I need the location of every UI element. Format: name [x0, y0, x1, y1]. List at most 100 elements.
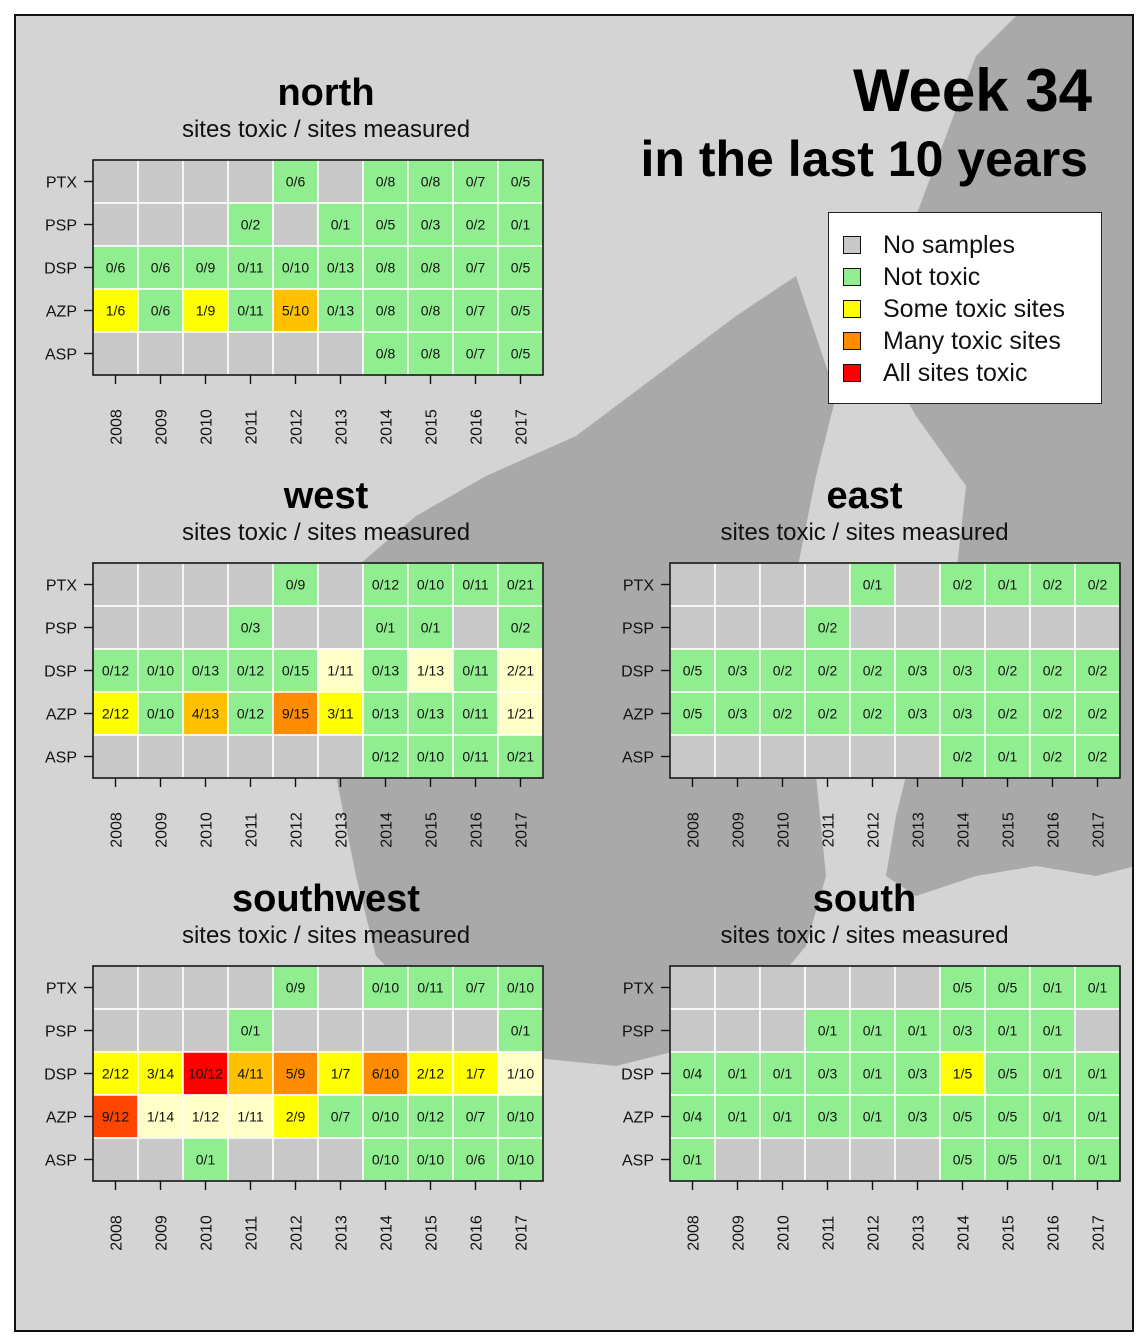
heatmap-cell	[317, 691, 364, 736]
y-tick-label: AZP	[623, 1110, 654, 1127]
cell-label: 3/14	[147, 1066, 174, 1082]
legend-swatch	[843, 236, 861, 254]
heatmap-cell	[452, 1094, 499, 1139]
heatmap-cell	[227, 245, 274, 290]
x-tick-label: 2013	[334, 1215, 351, 1251]
cell-label: 0/9	[286, 980, 306, 996]
heatmap-east: 0/1 0/2 0/1 0/2 0/2 0/2 0/5 0/3 0/2 0/2 0/2 0/3 0/3 0…	[621, 562, 1121, 848]
heatmap-cell	[407, 691, 454, 736]
heatmap-cell	[714, 965, 761, 1010]
cell-label: 0/1	[728, 1109, 748, 1125]
x-tick-label: 2015	[424, 812, 441, 848]
cell-label: 0/7	[466, 980, 486, 996]
heatmap-cell	[714, 691, 761, 736]
cell-label: 0/1	[818, 1023, 838, 1039]
cell-label: 0/3	[241, 620, 261, 636]
y-tick-label: PSP	[622, 1024, 654, 1041]
cell-label: 0/8	[421, 260, 441, 276]
heatmap-cell	[407, 1094, 454, 1139]
heatmap-cell	[182, 245, 229, 290]
heatmap-cell	[182, 1051, 229, 1096]
cell-label: 0/1	[511, 1023, 531, 1039]
legend-label: All sites toxic	[883, 358, 1028, 387]
cell-label: 0/2	[818, 706, 838, 722]
cell-label: 0/13	[372, 663, 399, 679]
cell-label: 0/1	[196, 1152, 216, 1168]
x-tick-label: 2014	[379, 409, 396, 445]
legend-swatch	[843, 364, 861, 382]
cell-label: 10/12	[188, 1066, 223, 1082]
heatmap-cell	[759, 965, 806, 1010]
heatmap-cell	[362, 159, 409, 204]
heatmap-cell	[407, 245, 454, 290]
cell-label: 0/11	[417, 980, 443, 996]
heatmap-cell	[759, 1051, 806, 1096]
heatmap-cell	[452, 159, 499, 204]
cell-label: 0/10	[147, 663, 174, 679]
x-tick-label: 2012	[289, 812, 306, 848]
cell-label: 0/5	[953, 1109, 973, 1125]
cell-label: 0/3	[908, 1109, 928, 1125]
heatmap-cell	[92, 1137, 139, 1182]
heatmap-cell	[227, 159, 274, 204]
heatmap-cell	[849, 965, 896, 1010]
cell-label: 0/4	[683, 1109, 703, 1125]
cell-label: 0/12	[372, 749, 399, 765]
cell-label: 0/3	[908, 706, 928, 722]
heatmap-southwest: 0/9 0/10 0/11 0/7 0/10 0/1 0/1 2/12 3/14 10/12 4/1…	[44, 965, 544, 1251]
x-tick-label: 2013	[911, 812, 928, 848]
cell-label: 0/2	[1043, 577, 1063, 593]
cell-label: 2/12	[417, 1066, 444, 1082]
cell-label: 2/12	[102, 1066, 129, 1082]
x-tick-label: 2010	[199, 812, 216, 848]
x-tick-label: 2017	[514, 1215, 531, 1251]
heatmap-cell	[1074, 734, 1121, 779]
x-tick-label: 2009	[731, 1215, 748, 1251]
cell-label: 0/13	[327, 303, 354, 319]
cell-label: 1/10	[507, 1066, 534, 1082]
x-tick-label: 2015	[424, 409, 441, 445]
cell-label: 0/1	[998, 1023, 1018, 1039]
cell-label: 0/1	[1043, 980, 1063, 996]
heatmap-cell	[894, 1137, 941, 1182]
heatmap-cell	[272, 648, 319, 693]
heatmap-cell	[1029, 1094, 1076, 1139]
cell-label: 1/13	[417, 663, 444, 679]
heatmap-cell	[984, 1094, 1031, 1139]
x-tick-label: 2014	[956, 1215, 973, 1251]
cell-label: 0/11	[462, 749, 488, 765]
panel-title: west	[283, 475, 369, 517]
cell-label: 0/10	[507, 1152, 534, 1168]
x-tick-label: 2011	[244, 813, 261, 848]
cell-label: 0/1	[1043, 1066, 1063, 1082]
heatmap-cell	[182, 1094, 229, 1139]
heatmap-cell	[227, 691, 274, 736]
heatmap-cell	[317, 734, 364, 779]
cell-label: 0/1	[998, 749, 1018, 765]
heatmap-cell	[317, 1137, 364, 1182]
y-tick-label: ASP	[45, 1153, 77, 1170]
cell-label: 5/10	[282, 303, 309, 319]
x-tick-label: 2013	[911, 1215, 928, 1251]
cell-label: 0/11	[462, 577, 488, 593]
cell-label: 0/8	[421, 303, 441, 319]
cell-label: 0/2	[1043, 706, 1063, 722]
cell-label: 0/8	[376, 174, 396, 190]
heatmap-cell	[984, 605, 1031, 650]
cell-label: 0/1	[1043, 1023, 1063, 1039]
heatmap-cell	[182, 691, 229, 736]
cell-label: 0/8	[376, 346, 396, 362]
heatmap-cell	[804, 691, 851, 736]
cell-label: 2/9	[286, 1109, 306, 1125]
y-tick-label: AZP	[46, 707, 77, 724]
panel-title: north	[277, 72, 375, 114]
y-tick-label: ASP	[45, 347, 77, 364]
panel-subtitle: sites toxic / sites measured	[181, 519, 471, 546]
legend-item-many-toxic: Many toxic sites	[843, 325, 1101, 357]
heatmap-cell	[894, 562, 941, 607]
legend-swatch	[843, 332, 861, 350]
heatmap-cell	[497, 648, 544, 693]
cell-label: 0/7	[466, 1109, 486, 1125]
heatmap-cell	[497, 288, 544, 333]
heatmap-cell	[182, 965, 229, 1010]
